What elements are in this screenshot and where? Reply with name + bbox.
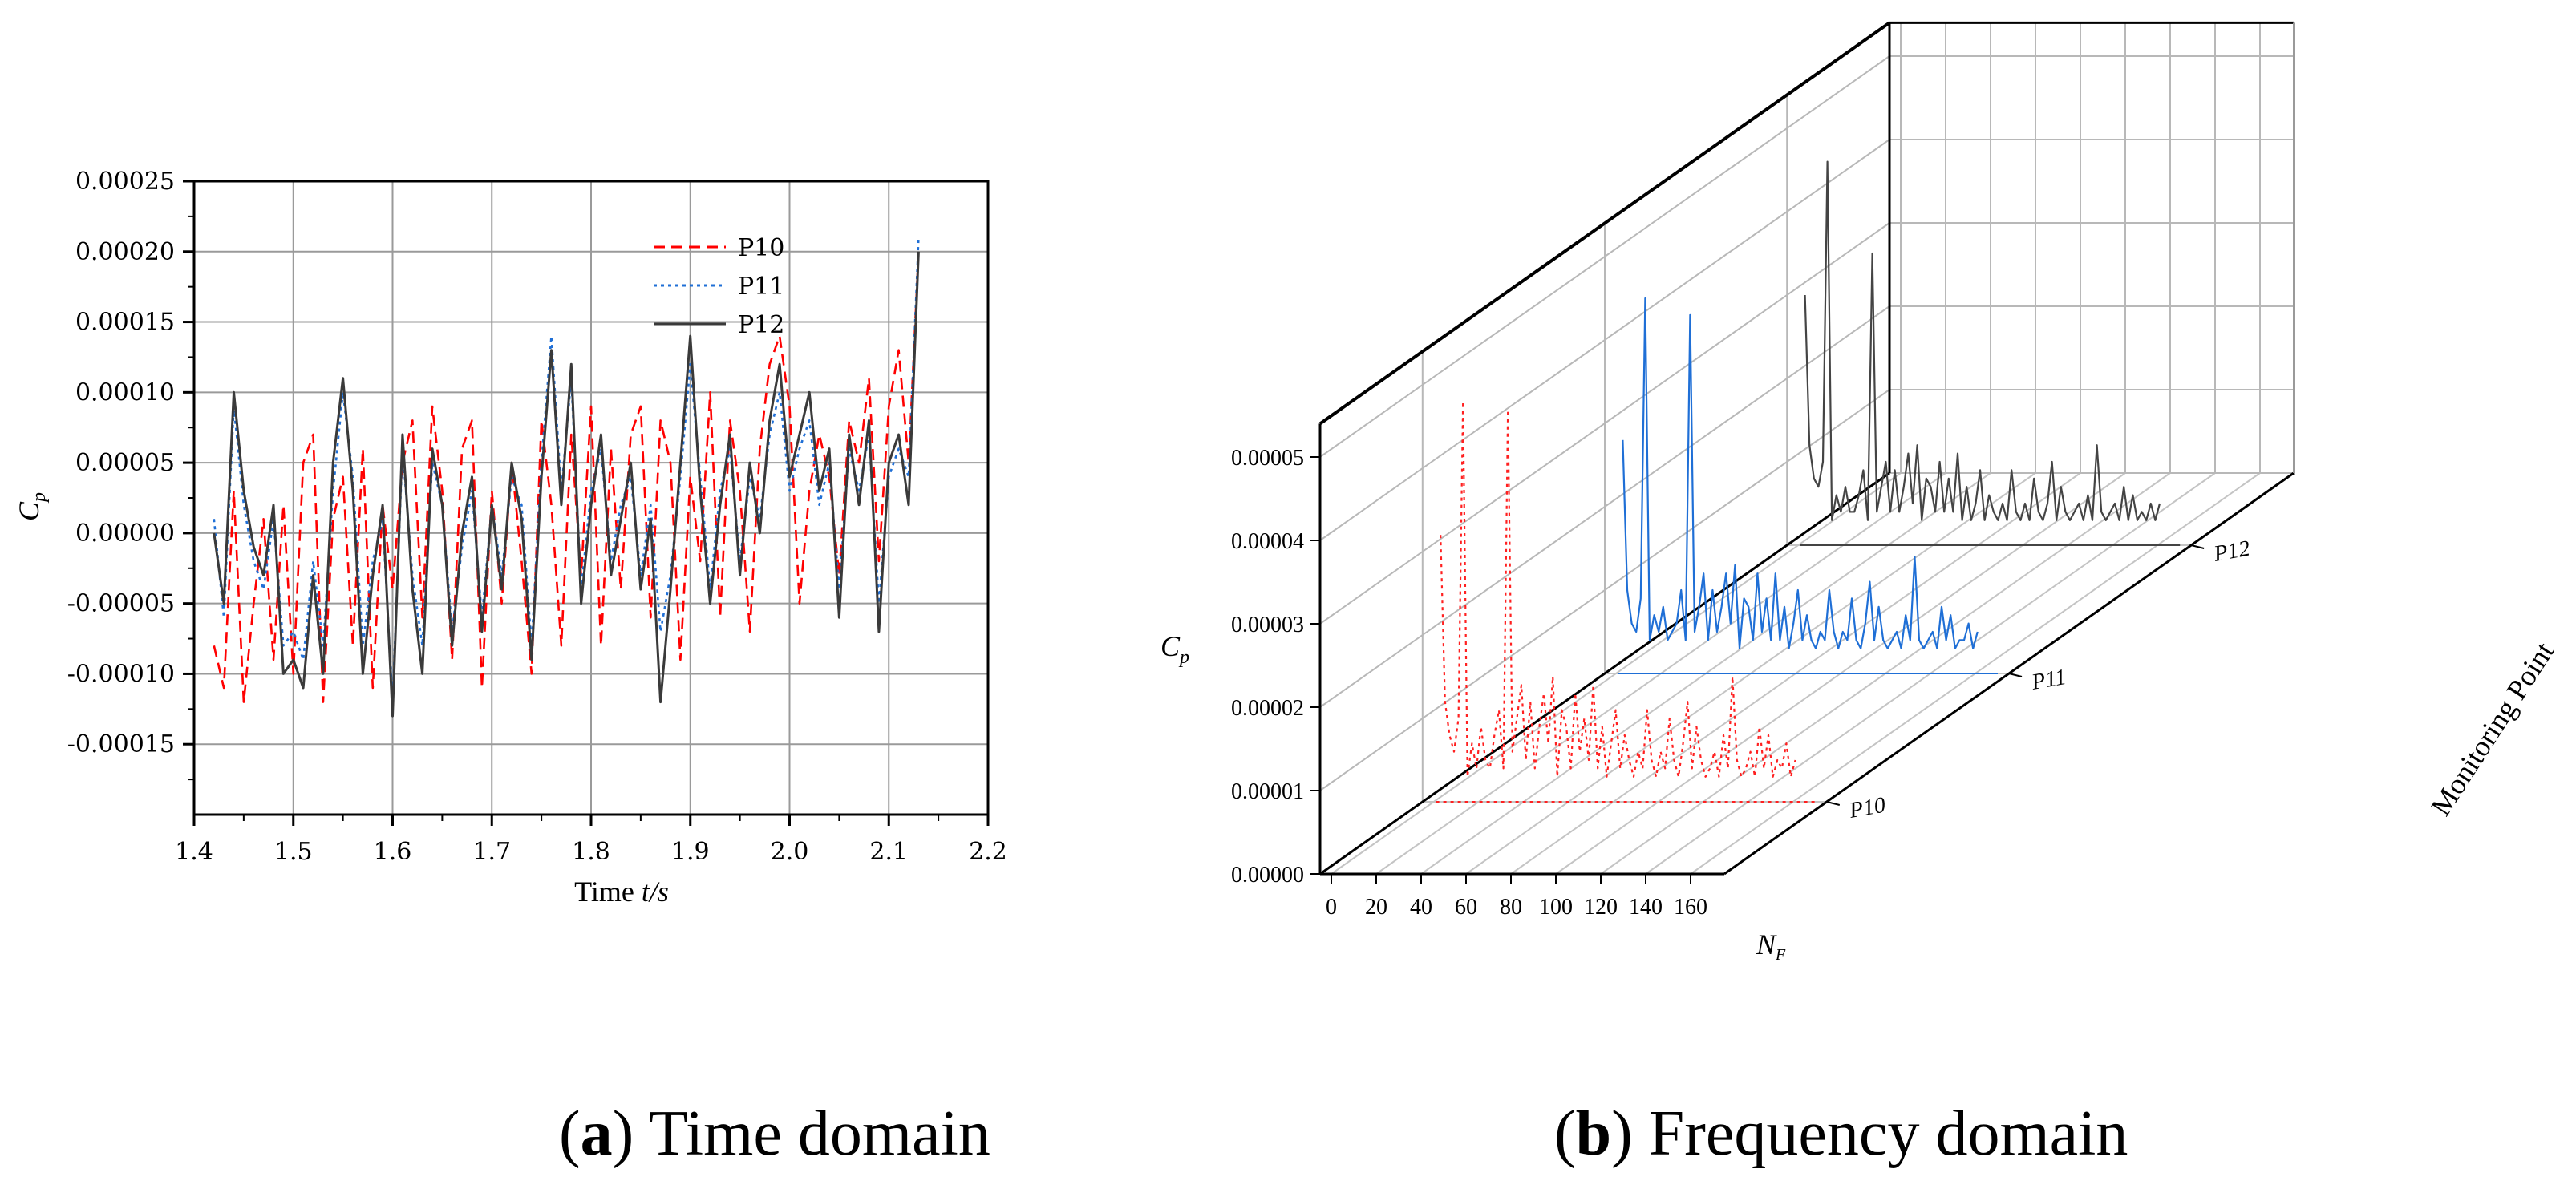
depth-tick bbox=[2008, 673, 2023, 677]
time-y-tick-label: -0.00010 bbox=[67, 660, 175, 688]
freq-y-tick-label: 0.00000 bbox=[1231, 863, 1304, 888]
legend-label-p10: P10 bbox=[738, 234, 784, 262]
freq-x-tick-label: 0 bbox=[1326, 895, 1337, 920]
freq-x-tick-label: 140 bbox=[1629, 895, 1663, 920]
time-x-tick-label: 1.6 bbox=[374, 838, 412, 866]
time-x-tick-label: 1.7 bbox=[472, 838, 511, 866]
frequency-3d-grid bbox=[1318, 21, 2295, 876]
freq-y-tick-label: 0.00003 bbox=[1231, 613, 1304, 637]
freq-y-tick-label: 0.00002 bbox=[1231, 696, 1304, 721]
time-x-tick-label: 1.8 bbox=[572, 838, 610, 866]
freq-x-tick-label: 40 bbox=[1410, 895, 1432, 920]
time-y-tick-label: 0.00015 bbox=[75, 309, 175, 337]
time-y-tick-label: 0.00020 bbox=[75, 238, 175, 266]
time-x-tick-label: 2.1 bbox=[869, 838, 908, 866]
freq-series-p11 bbox=[1622, 297, 1979, 649]
time-series-lines bbox=[213, 237, 920, 718]
depth-tick bbox=[1826, 801, 1841, 806]
frequency-y-axis-label: Cp bbox=[1160, 630, 1189, 668]
depth-label-p12: P12 bbox=[2211, 536, 2252, 568]
freq-x-tick-label: 80 bbox=[1500, 895, 1522, 920]
time-x-tick-label: 2.0 bbox=[771, 838, 809, 866]
caption-b: (b) Frequency domain bbox=[1554, 1098, 2128, 1169]
time-series-p12 bbox=[213, 251, 920, 718]
time-x-axis-label: Time t/s bbox=[574, 876, 669, 908]
time-y-tick-label: -0.00005 bbox=[67, 590, 175, 618]
time-x-tick-label: 1.5 bbox=[274, 838, 313, 866]
time-y-tick-label: -0.00015 bbox=[67, 730, 175, 758]
freq-y-tick-label: 0.00005 bbox=[1231, 446, 1304, 471]
freq-series-p12 bbox=[1804, 160, 2161, 521]
depth-label-p10: P10 bbox=[1847, 793, 1888, 824]
caption-a: (a) Time domain bbox=[559, 1098, 990, 1169]
frequency-axis-ticks: 0 20 40 60 80 100 120 140 160 0.00000 0.00001 0.000… bbox=[1231, 446, 2252, 920]
time-series-p10 bbox=[213, 251, 920, 703]
frequency-series-lines bbox=[1436, 160, 2181, 803]
time-y-axis-label: Cp bbox=[13, 492, 50, 521]
left-floor-edge bbox=[1319, 471, 1890, 876]
time-x-tick-label: 1.4 bbox=[175, 838, 213, 866]
time-axis-ticks: 1.4 1.5 1.6 1.7 1.8 1.9 2.0 2.1 2.2 0.00025 0.0002… bbox=[67, 168, 1007, 866]
frequency-domain-chart: 0 20 40 60 80 100 120 140 160 0.00000 0.00001 0.000… bbox=[1160, 21, 2560, 964]
time-grid bbox=[193, 180, 989, 815]
freq-x-tick-label: 20 bbox=[1365, 895, 1387, 920]
time-y-tick-label: 0.00025 bbox=[75, 168, 175, 196]
time-y-tick-label: 0.00000 bbox=[75, 520, 175, 548]
time-x-tick-label: 1.9 bbox=[671, 838, 710, 866]
freq-x-tick-label: 160 bbox=[1674, 895, 1707, 920]
legend-label-p12: P12 bbox=[738, 311, 784, 339]
monitoring-point-axis-label: Monitoring Point bbox=[2424, 637, 2560, 822]
time-legend: P10 P11 P12 bbox=[654, 234, 784, 339]
freq-y-tick-label: 0.00004 bbox=[1231, 529, 1304, 554]
freq-x-tick-label: 120 bbox=[1584, 895, 1618, 920]
depth-label-p11: P11 bbox=[2029, 665, 2068, 695]
frequency-x-axis-label: NF bbox=[1756, 928, 1786, 964]
freq-x-tick-label: 100 bbox=[1539, 895, 1573, 920]
time-y-tick-label: 0.00005 bbox=[75, 449, 175, 477]
time-domain-chart: 1.4 1.5 1.6 1.7 1.8 1.9 2.0 2.1 2.2 0.00025 0.0002… bbox=[13, 168, 1007, 908]
depth-tick bbox=[2190, 544, 2205, 549]
freq-y-tick-label: 0.00001 bbox=[1231, 779, 1304, 804]
top-left-edge bbox=[1318, 21, 1891, 426]
freq-x-tick-label: 60 bbox=[1455, 895, 1477, 920]
legend-label-p11: P11 bbox=[738, 273, 784, 301]
time-y-tick-label: 0.00010 bbox=[75, 378, 175, 406]
time-x-tick-label: 2.2 bbox=[969, 838, 1007, 866]
freq-series-p10 bbox=[1440, 400, 1796, 778]
